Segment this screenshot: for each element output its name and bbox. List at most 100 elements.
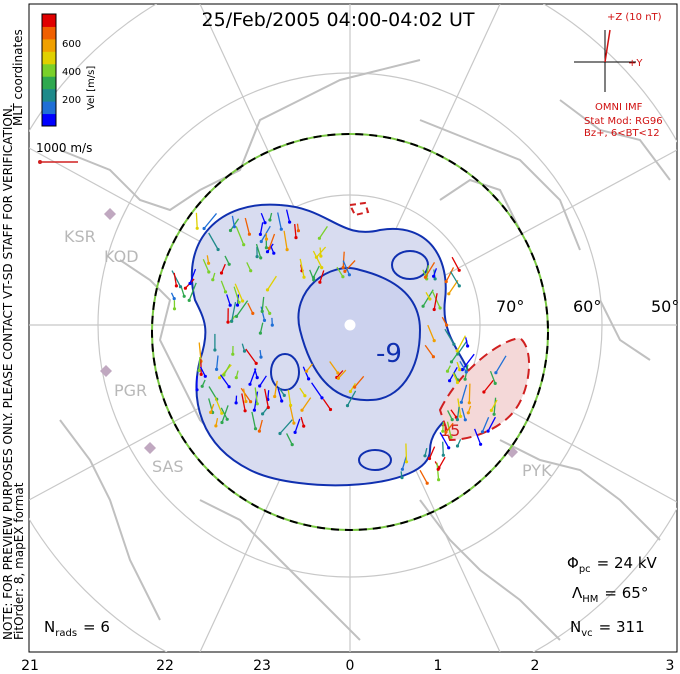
- velocity-vector: [306, 363, 314, 372]
- velocity-vector: [198, 357, 201, 371]
- mlt-tick-label: 1: [434, 658, 443, 674]
- velocity-vector: [450, 351, 460, 363]
- mlt-tick-label: 23: [253, 658, 271, 674]
- velocity-vector: [401, 456, 407, 470]
- velocity-vector: [220, 280, 227, 293]
- station-markers: [100, 208, 518, 458]
- velocity-vector: [336, 266, 344, 278]
- velocity-vector: [452, 373, 459, 383]
- velocity-vector: [419, 469, 428, 484]
- colorbar-cell: [42, 76, 56, 90]
- station-label-pyk: PYK: [522, 461, 552, 480]
- imf-y-label: +Y: [628, 58, 643, 69]
- preview-note: NOTE: FOR PREVIEW PURPOSES ONLY. PLEASE …: [1, 104, 15, 640]
- plot-title: 25/Feb/2005 04:00-04:02 UT: [202, 9, 475, 31]
- velocity-vector: [235, 300, 249, 317]
- velocity-vector: [234, 283, 244, 302]
- velocity-vector: [220, 263, 226, 274]
- velocity-vector: [319, 270, 325, 283]
- velocity-vector: [456, 406, 460, 420]
- imf-model-line2: Bz+, 6<BT<12: [584, 128, 660, 139]
- velocity-vector: [354, 375, 365, 388]
- velocity-vector: [246, 262, 252, 271]
- velocity-vector: [422, 289, 434, 307]
- velocity-vector: [278, 387, 285, 396]
- station-label-sas: SAS: [152, 457, 184, 476]
- coastlines: [59, 59, 671, 641]
- station-label-kod: KOD: [104, 247, 139, 266]
- velocity-vector: [264, 388, 269, 408]
- velocity-vector: [260, 306, 266, 321]
- velocity-vector: [286, 433, 293, 445]
- velocity-vector: [220, 407, 228, 420]
- colorbar-cell: [42, 88, 56, 102]
- scale-vector-label: 1000 m/s: [36, 141, 92, 155]
- velocity-vector: [428, 446, 436, 459]
- velocity-vector: [261, 296, 265, 312]
- velocity-vector: [215, 355, 219, 370]
- velocity-vector-origin: [231, 352, 235, 356]
- velocity-vector: [219, 374, 230, 388]
- potential-pattern: -9 15: [190, 201, 531, 487]
- velocity-vector: [473, 428, 482, 445]
- velocity-vector: [235, 370, 239, 378]
- velocity-vector: [329, 361, 339, 374]
- velocity-vector: [432, 268, 438, 277]
- velocity-vector: [445, 267, 455, 282]
- velocity-vector: [342, 260, 350, 276]
- velocity-vector: [173, 272, 178, 287]
- mlt-tick-label: 21: [21, 658, 39, 674]
- latitude-label-70: 70°: [496, 297, 524, 316]
- velocity-vector: [214, 397, 223, 414]
- mlt-tick-label: 3: [666, 658, 675, 674]
- velocity-vector: [453, 372, 459, 381]
- mlt-tick-label: 0: [346, 658, 355, 674]
- velocity-vector: [299, 387, 306, 397]
- velocity-vector: [283, 230, 288, 250]
- velocity-vector: [450, 409, 457, 418]
- station-label-ksr: KSR: [64, 227, 96, 246]
- cross-polar-potential: Φpc = 24 kV: [567, 554, 658, 575]
- velocity-vector: [312, 250, 323, 268]
- velocity-vector: [244, 217, 251, 235]
- velocity-vector: [465, 337, 469, 347]
- colorbar-cell: [42, 14, 56, 27]
- velocity-vector: [267, 390, 270, 400]
- velocity-vector: [223, 363, 231, 376]
- velocity-vector: [461, 407, 466, 420]
- velocity-vector: [342, 251, 345, 268]
- velocity-vector: [231, 215, 236, 227]
- imf-vector: [604, 29, 611, 63]
- velocity-vector: [251, 411, 257, 429]
- velocity-vector: [215, 417, 219, 427]
- mlt-axis: 21 22 23 0 1 2 3: [21, 658, 674, 674]
- colorbar-tick-600: 600: [62, 39, 81, 50]
- velocity-vector: [253, 391, 259, 411]
- neg-contour-small-2: [391, 250, 429, 280]
- imf-source: OMNI IMF: [595, 102, 643, 113]
- imf-model-line1: Stat Mod: RG96: [584, 116, 663, 127]
- velocity-vector: [446, 365, 451, 372]
- velocity-vector: [270, 246, 275, 254]
- velocity-vector: [231, 301, 237, 322]
- velocity-vector: [247, 302, 254, 314]
- negative-cell-inner: [297, 267, 422, 402]
- neg-contour-small-3: [358, 449, 392, 471]
- pos-contour-small: [348, 201, 370, 217]
- velocity-vector: [424, 447, 428, 456]
- velocity-vector: [349, 383, 356, 392]
- velocity-vector: [294, 418, 301, 433]
- heppner-maynard-boundary: [151, 133, 549, 531]
- velocity-vector: [258, 419, 263, 432]
- velocity-vector: [445, 422, 454, 433]
- velocity-vector: [446, 421, 452, 438]
- velocity-vector: [226, 294, 231, 306]
- velocity-vector: [203, 212, 218, 229]
- velocity-vector: [296, 223, 300, 231]
- velocity-vector: [289, 405, 295, 424]
- velocity-vector: [425, 291, 431, 300]
- velocity-vector: [309, 269, 315, 281]
- velocity-vector: [266, 275, 277, 291]
- positive-cell-fill: [438, 336, 531, 442]
- colorbar-frame: [41, 13, 57, 127]
